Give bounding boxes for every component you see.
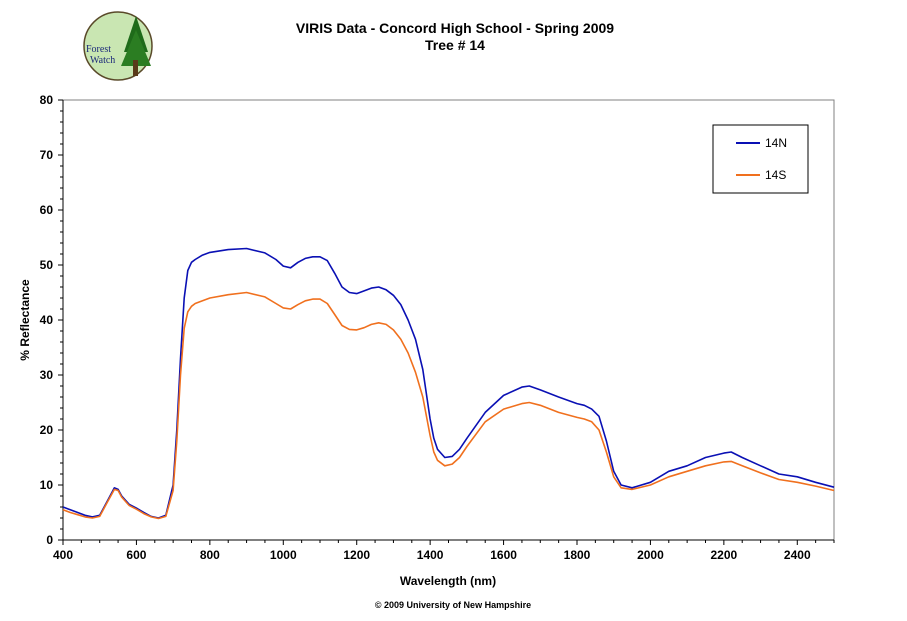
x-axis-label: Wavelength (nm) [400,574,496,588]
series-line-14s [62,291,835,520]
series-layer [62,247,835,520]
y-tick-label: 70 [40,148,54,162]
y-tick-label: 60 [40,203,54,217]
x-tick-label: 800 [200,548,220,562]
x-tick-label: 2200 [711,548,738,562]
chart-title: VIRIS Data - Concord High School - Sprin… [296,20,614,36]
x-tick-label: 2400 [784,548,811,562]
x-tick-label: 1600 [490,548,517,562]
series-line-14n [62,247,835,519]
legend-label-14n: 14N [765,136,787,150]
forest-watch-logo: Forest Watch [83,11,153,81]
copyright-footer: © 2009 University of New Hampshire [375,600,531,610]
x-tick-label: 400 [53,548,73,562]
y-tick-label: 0 [46,533,53,547]
x-tick-label: 2000 [637,548,664,562]
y-tick-label: 20 [40,423,54,437]
y-tick-label: 40 [40,313,54,327]
legend-box [712,124,809,194]
y-tick-label: 50 [40,258,54,272]
x-axis-ticks: 400 600 800 1000 1200 1400 1600 1800 2000 2200 240… [53,540,835,562]
x-tick-label: 1200 [343,548,370,562]
x-tick-label: 1000 [270,548,297,562]
x-tick-label: 1400 [417,548,444,562]
y-tick-label: 30 [40,368,54,382]
logo-text-line1: Forest [86,44,111,55]
y-tick-label: 10 [40,478,54,492]
y-axis-ticks: 0 10 20 30 40 50 60 70 80 [40,93,63,547]
y-axis-label: % Reflectance [18,279,32,361]
x-tick-label: 600 [126,548,146,562]
logo-text-line2: Watch [90,55,115,66]
x-tick-label: 1800 [564,548,591,562]
y-tick-label: 80 [40,93,54,107]
chart-subtitle: Tree # 14 [425,37,485,53]
legend: 14N 14S [712,124,809,194]
legend-label-14s: 14S [765,168,786,182]
